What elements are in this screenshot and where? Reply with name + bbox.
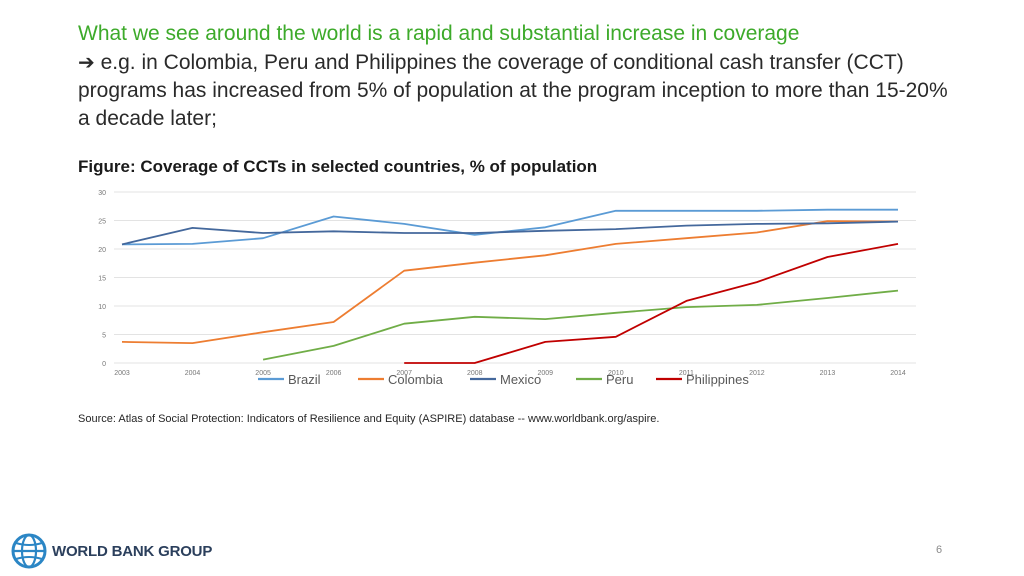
x-tick-label: 2012 [749,370,765,377]
series-line-peru [262,289,899,361]
x-tick-label: 2009 [537,370,553,377]
series-line-philippines [404,243,899,364]
x-tick-label: 2008 [467,370,483,377]
legend-label-peru: Peru [606,372,633,387]
legend-label-philippines: Philippines [686,372,749,387]
source-note: Source: Atlas of Social Protection: Indi… [78,413,660,425]
y-tick-label: 5 [102,333,106,340]
x-tick-label: 2010 [608,370,624,377]
series-line-brazil [121,208,898,246]
figure-title: Figure: Coverage of CCTs in selected cou… [78,157,598,176]
x-tick-label: 2014 [890,370,906,377]
legend-label-colombia: Colombia [388,372,444,387]
x-tick-label: 2003 [114,370,130,377]
y-tick-label: 25 [98,219,106,226]
x-tick-label: 2005 [255,370,271,377]
globe-icon [11,533,47,569]
y-tick-label: 10 [98,304,106,311]
x-tick-label: 2011 [679,370,694,377]
world-bank-logo: WORLD BANK GROUP [10,532,212,570]
page-number: 6 [936,544,943,556]
x-tick-label: 2013 [820,370,836,377]
logo-text: WORLD BANK GROUP [52,542,213,560]
series-line-colombia [121,220,899,344]
slide-heading: What we see around the world is a rapid … [78,20,958,133]
coverage-line-chart: 0 5 10 15 20 25 30 2003 2004 2005 2006 2007 2008 2009… [98,190,916,387]
legend-label-mexico: Mexico [500,372,541,387]
x-tick-label: 2006 [326,370,342,377]
y-tick-label: 20 [98,247,106,254]
heading-highlight: What we see around the world is a rapid … [78,22,800,45]
series-line-mexico [121,220,899,246]
y-tick-label: 0 [102,361,106,368]
x-tick-label: 2007 [396,370,412,377]
x-tick-label: 2004 [185,370,201,377]
y-tick-label: 30 [98,190,106,197]
y-tick-label: 15 [98,276,106,283]
heading-body: e.g. in Colombia, Peru and Philippines t… [78,51,948,130]
legend-label-brazil: Brazil [288,372,321,387]
right-arrow-icon: ➔ [78,50,95,74]
